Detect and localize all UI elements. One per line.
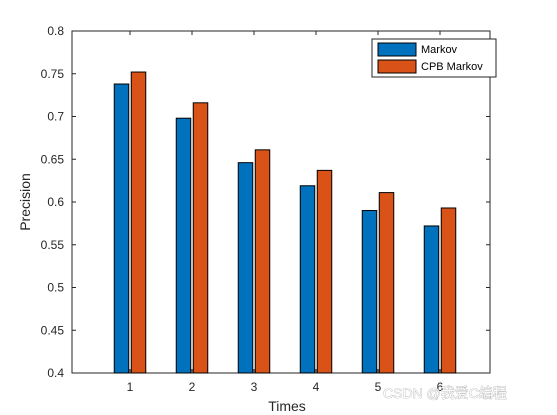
bar-markov-2: [175, 117, 192, 374]
y-tick-label: 0.5: [47, 281, 64, 295]
legend-swatch-cpb-markov: [377, 59, 417, 74]
y-tick-label: 0.7: [47, 110, 64, 124]
y-axis-ticks: 0.4 0.45 0.5 0.55 0.6 0.65 0.7 0.75 0.8: [41, 24, 490, 380]
y-tick-label: 0.4: [47, 366, 64, 380]
legend-swatch-markov: [377, 42, 417, 57]
bar-cpb-markov-6: [440, 207, 457, 374]
bar-markov-1: [113, 83, 130, 374]
x-tick-label: 4: [313, 380, 320, 394]
x-tick-label: 3: [251, 380, 258, 394]
y-tick-label: 0.55: [41, 238, 65, 252]
x-tick-label: 6: [437, 380, 444, 394]
bar-cpb-markov-1: [130, 71, 147, 374]
legend-label-markov: Markov: [421, 44, 458, 56]
y-tick-label: 0.6: [47, 195, 64, 209]
bar-markov-4: [299, 185, 316, 374]
y-tick-label: 0.65: [41, 152, 65, 166]
x-tick-label: 5: [375, 380, 382, 394]
watermark-text: CSDN @我爱C编程: [383, 385, 507, 401]
bars-group: [113, 71, 457, 374]
x-tick-label: 1: [127, 380, 134, 394]
y-tick-label: 0.45: [41, 323, 65, 337]
bar-cpb-markov-2: [192, 102, 209, 374]
bar-markov-5: [361, 210, 378, 374]
x-axis-label: Times: [268, 398, 306, 414]
bar-cpb-markov-5: [378, 192, 395, 374]
y-tick-label: 0.8: [47, 24, 64, 38]
bar-markov-3: [237, 162, 254, 374]
bar-cpb-markov-4: [316, 169, 333, 374]
y-axis-label: Precision: [17, 173, 33, 231]
bar-markov-6: [423, 225, 440, 374]
x-tick-label: 2: [189, 380, 196, 394]
legend-label-cpb-markov: CPB Markov: [421, 61, 483, 73]
y-tick-label: 0.75: [41, 67, 65, 81]
legend: Markov CPB Markov: [371, 38, 497, 78]
bar-cpb-markov-3: [254, 149, 271, 374]
x-axis-ticks: 1 2 3 4 5 6: [127, 31, 444, 394]
